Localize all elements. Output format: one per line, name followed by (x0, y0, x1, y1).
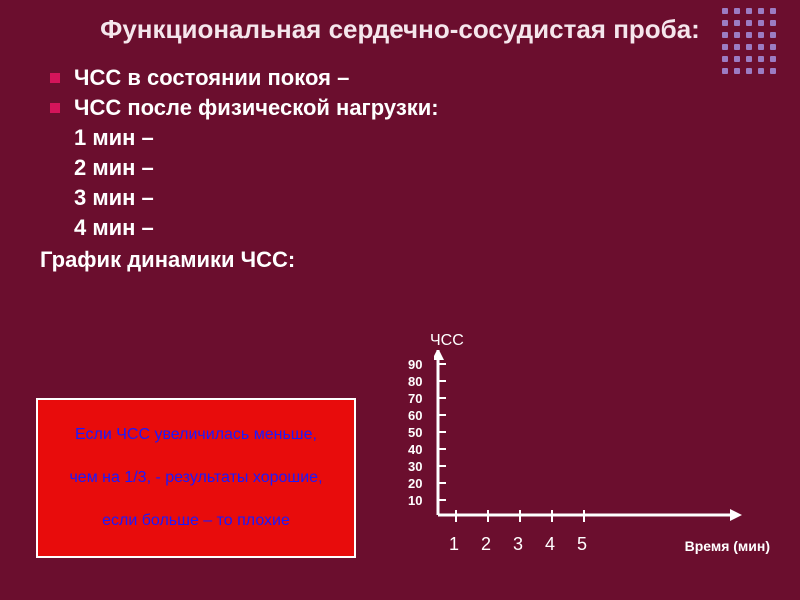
decorative-dots (722, 8, 780, 78)
y-tick-label: 80 (408, 373, 422, 390)
slide-title: Функциональная сердечно-сосудистая проба… (0, 0, 800, 51)
x-tick-label: 3 (512, 534, 524, 555)
chart: ЧСС 90 80 70 60 50 40 30 20 10 (370, 330, 770, 580)
bullet-item: ЧСС в состоянии покоя – (40, 65, 760, 91)
graph-label: График динамики ЧСС: (40, 247, 760, 273)
y-tick-label: 10 (408, 492, 422, 509)
y-tick-label: 30 (408, 458, 422, 475)
content-area: ЧСС в состоянии покоя – ЧСС после физиче… (0, 51, 800, 273)
line-1min: 1 мин – (74, 125, 760, 151)
line-2min: 2 мин – (74, 155, 760, 181)
y-tick-label: 60 (408, 407, 422, 424)
y-axis-labels: 90 80 70 60 50 40 30 20 10 (408, 356, 422, 509)
line-3min: 3 мин – (74, 185, 760, 211)
x-tick-label: 5 (576, 534, 588, 555)
x-tick-label: 4 (544, 534, 556, 555)
chart-axes (434, 350, 754, 540)
bullet-text: ЧСС после физической нагрузки: (74, 95, 439, 121)
note-line: чем на 1/3, - результаты хорошие, (46, 469, 346, 487)
note-line: Если ЧСС увеличилась меньше, (46, 426, 346, 444)
bullet-text: ЧСС в состоянии покоя – (74, 65, 349, 91)
y-tick-label: 40 (408, 441, 422, 458)
x-tick-label: 2 (480, 534, 492, 555)
y-tick-label: 20 (408, 475, 422, 492)
line-4min: 4 мин – (74, 215, 760, 241)
x-tick-label: 1 (448, 534, 460, 555)
note-box: Если ЧСС увеличилась меньше, чем на 1/3,… (36, 398, 356, 558)
bullet-marker (50, 73, 60, 83)
note-line: если больше – то плохие (46, 512, 346, 530)
x-axis-labels: 1 2 3 4 5 (448, 534, 588, 555)
x-axis-title: Время (мин) (685, 538, 770, 554)
y-tick-label: 50 (408, 424, 422, 441)
y-axis-title: ЧСС (430, 332, 464, 350)
bullet-item: ЧСС после физической нагрузки: (40, 95, 760, 121)
bullet-marker (50, 103, 60, 113)
y-tick-label: 70 (408, 390, 422, 407)
y-tick-label: 90 (408, 356, 422, 373)
